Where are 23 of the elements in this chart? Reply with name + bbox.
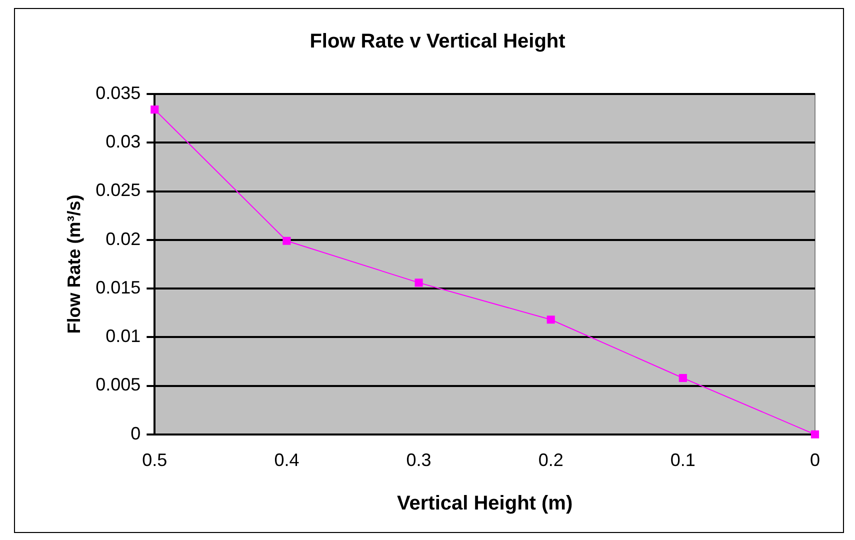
y-tick-label: 0.03 <box>106 132 141 152</box>
x-tick-label: 0.5 <box>142 450 168 470</box>
y-tick-label: 0.035 <box>96 82 141 103</box>
y-tick-label: 0.025 <box>96 180 141 200</box>
point <box>810 430 820 438</box>
x-tick-label: 0.1 <box>670 450 696 470</box>
y-tick-label: 0.01 <box>106 326 141 346</box>
x-tick-label: 0.2 <box>538 450 564 470</box>
y-tick-label: 0.005 <box>96 374 141 395</box>
point <box>150 106 159 114</box>
point <box>678 374 687 382</box>
y-axis-title: Flow Rate (m³/s) <box>64 194 84 334</box>
point <box>414 278 423 287</box>
point <box>282 236 291 245</box>
chart-title: Flow Rate v Vertical Height <box>310 30 566 53</box>
point <box>546 316 555 324</box>
y-tick-label: 0.02 <box>106 228 141 249</box>
x-tick-label: 0.3 <box>406 450 432 470</box>
y-tick-label: 0 <box>130 423 141 444</box>
x-axis-title: Vertical Height (m) <box>397 492 573 515</box>
x-tick-label: 0 <box>810 450 820 470</box>
y-tick-label: 0.015 <box>96 277 141 298</box>
x-tick-label: 0.4 <box>274 450 300 470</box>
